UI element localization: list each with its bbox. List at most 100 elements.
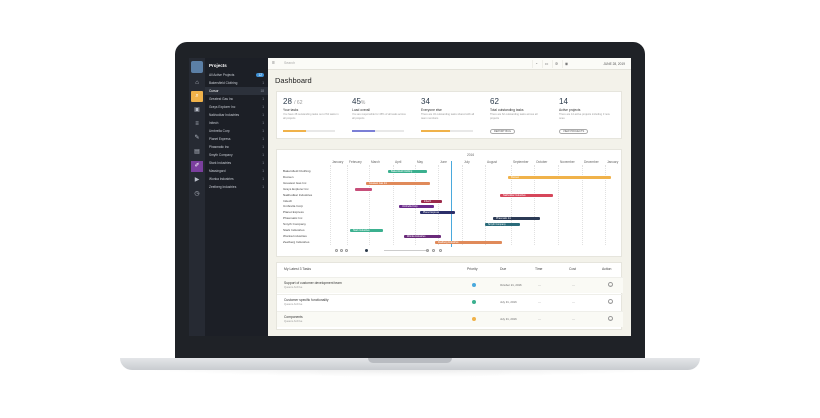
briefcase-icon[interactable]: ▣	[194, 107, 200, 113]
gantt-nav-dot[interactable]	[432, 249, 435, 252]
task-row[interactable]: Support of customer development team Quee…	[277, 277, 623, 293]
stat-card: 14 Active projects There are 14 active p…	[553, 92, 622, 140]
sidebar-item[interactable]: Smyth Company 1	[205, 151, 268, 159]
gantt-bar[interactable]: Ducsen	[508, 175, 611, 179]
sidebar-item[interactable]: Nakhodkar Industries 1	[205, 111, 268, 119]
menu-icon[interactable]: ≡	[272, 60, 275, 66]
sidebar-item-label: Stark Industries	[209, 161, 232, 165]
gantt-gridline	[582, 165, 583, 245]
col-priority: Priority	[467, 267, 478, 271]
stat-label: Everyone else	[421, 108, 442, 112]
gear-icon[interactable]: ✲	[552, 60, 560, 68]
gantt-bar[interactable]: Greatest Gas Inc	[366, 181, 430, 185]
search-icon[interactable]: ⌕	[191, 91, 203, 102]
sidebar-item[interactable]: Bakersfield Clothing 1	[205, 79, 268, 87]
view-projects-button[interactable]: VIEW PROJECTS	[559, 129, 589, 134]
gantt-project-label: Zeelberg Industries	[283, 239, 310, 244]
task-name: Support of customer development team	[284, 281, 342, 285]
gantt-bar[interactable]: Stark Industries	[350, 229, 383, 232]
edit-icon[interactable]: ✐	[191, 161, 203, 172]
gantt-bar[interactable]: Planet Express	[420, 211, 455, 215]
report-bug-button[interactable]: REPORT BUG	[490, 129, 516, 134]
sidebar-item[interactable]: Umbrella Corp 1	[205, 127, 268, 135]
sidebar-item-count: 1	[262, 169, 264, 173]
projects-sidebar: Projects All Active Projects 12 Bakersfiel…	[205, 58, 268, 336]
task-row[interactable]: Customer specific functionality Queens Ar…	[277, 294, 623, 310]
sidebar-item-label: Smyth Company	[209, 153, 233, 157]
gantt-project-label: Initech	[283, 198, 293, 203]
sidebar-item[interactable]: Planet Express 1	[205, 135, 268, 143]
gantt-month: December	[584, 160, 599, 164]
sidebar-item[interactable]: Wonka Industries 1	[205, 175, 268, 183]
sidebar-item-count: 1	[262, 153, 264, 157]
gantt-nav-dot[interactable]	[335, 249, 338, 252]
gantt-bar[interactable]: Initech	[421, 199, 442, 203]
task-row[interactable]: Components Queens Archive July 31, 2016 — — ⋯	[277, 311, 623, 327]
bell-icon[interactable]: ◔	[532, 60, 540, 68]
clock-icon[interactable]: ◷	[194, 191, 200, 197]
task-project: Queens Archive	[284, 320, 303, 323]
gantt-gridline	[369, 165, 370, 245]
sidebar-item[interactable]: Grays Explorer Inc 1	[205, 103, 268, 111]
sidebar-item[interactable]: All Active Projects 12	[205, 71, 268, 79]
gantt-month: April	[395, 160, 402, 164]
sidebar-item[interactable]: Massingard 1	[205, 167, 268, 175]
gantt-bar[interactable]: Nakhodkar Industries	[500, 193, 553, 197]
chat-icon[interactable]: ▭	[542, 60, 550, 68]
action-icon[interactable]: ⋯	[608, 282, 613, 287]
user-icon[interactable]: ◉	[562, 60, 570, 68]
gantt-project-label: Ducsen	[283, 174, 294, 179]
task-name: Customer specific functionality	[284, 298, 329, 302]
gantt-month: June	[440, 160, 447, 164]
sidebar-item-count: 1	[262, 97, 264, 101]
stats-panel: 28 / 62 Your tasks You have 28 outstandi…	[276, 91, 622, 139]
list-icon[interactable]: ≡	[195, 121, 199, 127]
sidebar-item[interactable]: Cursor 18	[205, 87, 268, 95]
gantt-gridline	[415, 165, 416, 245]
gantt-nav-dot[interactable]	[426, 249, 429, 252]
gantt-project-label: Stark Industries	[283, 228, 305, 232]
chart-icon[interactable]: ▤	[194, 149, 200, 155]
gantt-nav-dot[interactable]	[365, 249, 368, 252]
laptop-notch	[368, 358, 452, 363]
gantt-project-label: Smyth Company	[283, 222, 306, 227]
sidebar-item[interactable]: Stark Industries 1	[205, 159, 268, 167]
app-screen: ⌂ ⌕ ▣ ≡ ✎ ▤ ✐ ▶ ◷ Projects All Active Pr…	[189, 58, 631, 336]
action-icon[interactable]: ⋯	[608, 299, 613, 304]
gantt-nav-dot[interactable]	[340, 249, 343, 252]
sidebar-item-label: Cursor	[209, 89, 219, 93]
stat-value: 14	[559, 97, 568, 106]
play-icon[interactable]: ▶	[194, 177, 200, 183]
gantt-scroll-track[interactable]	[384, 250, 429, 251]
gantt-project-label: Nakhodkar Industries	[283, 192, 313, 197]
sidebar-item[interactable]: Greatest Gas Inc 1	[205, 95, 268, 103]
stat-label: Your tasks	[283, 108, 299, 112]
gantt-bar[interactable]	[355, 187, 372, 191]
tools-icon[interactable]: ✎	[194, 135, 200, 141]
gantt-bar[interactable]: Smyth Company	[485, 223, 520, 227]
avatar[interactable]	[191, 61, 203, 73]
gantt-project-label: Grays Explorer Inc	[283, 186, 309, 191]
sidebar-item[interactable]: Zeelberg Industries 1	[205, 183, 268, 191]
gantt-bar[interactable]: Bakersfield Clothing	[388, 170, 427, 173]
home-icon[interactable]: ⌂	[195, 80, 199, 86]
sidebar-item-label: Massingard	[209, 169, 226, 173]
stat-progress	[421, 130, 473, 132]
sidebar-item[interactable]: Initech 1	[205, 119, 268, 127]
gantt-nav-dot[interactable]	[345, 249, 348, 252]
gantt-bar[interactable]: Umbrella Corp	[399, 205, 434, 209]
gantt-bar[interactable]: Phasmatic Inc	[493, 217, 540, 221]
tasks-panel: My Latest 3 Tasks Priority Due Time Cost…	[276, 262, 623, 330]
search-input[interactable]: Search	[284, 61, 296, 65]
col-due: Due	[500, 267, 507, 271]
gantt-bar[interactable]: Wonka Industries	[404, 234, 441, 238]
sidebar-item-label: Zeelberg Industries	[209, 185, 237, 189]
gantt-bar[interactable]: Zeelberg Industries	[435, 240, 502, 244]
gantt-month: September	[513, 160, 529, 164]
task-due: July 31, 2016	[500, 300, 517, 304]
sidebar-item[interactable]: Phasmatic Inc 1	[205, 143, 268, 151]
sidebar-item-count: 1	[262, 105, 264, 109]
top-bar: ≡ Search ◔ ▭ ✲ ◉ JUNE 28, 2019	[268, 58, 631, 70]
gantt-nav-dot[interactable]	[439, 249, 442, 252]
action-icon[interactable]: ⋯	[608, 316, 613, 321]
